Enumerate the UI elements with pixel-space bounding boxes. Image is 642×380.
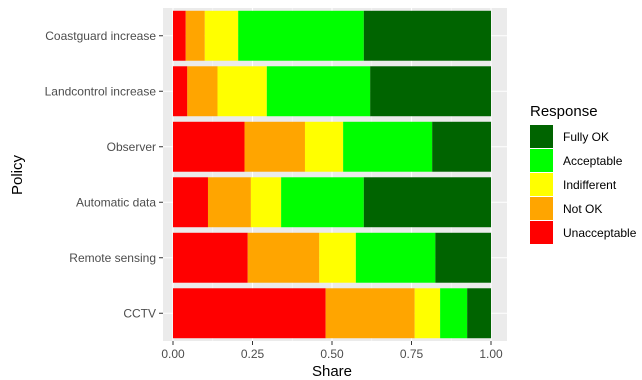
bar-segment <box>266 66 371 117</box>
bar-segment <box>281 177 364 228</box>
y-tick-label: Remote sensing <box>69 251 156 265</box>
bar-segment <box>173 66 188 117</box>
bar-segment <box>363 10 491 61</box>
legend-title: Response <box>530 103 598 120</box>
y-tick-label: Landcontrol increase <box>45 84 157 98</box>
y-axis-title: Policy <box>9 154 26 195</box>
legend-swatch <box>530 149 553 172</box>
x-axis-title: Share <box>312 363 352 380</box>
bar-segment <box>250 177 282 228</box>
legend-label: Indifferent <box>563 178 617 192</box>
legend-swatch <box>530 221 553 244</box>
x-tick-label: 0.00 <box>161 347 185 361</box>
legend-swatch <box>530 173 553 196</box>
bar-segment <box>244 121 305 172</box>
bar-segment <box>173 232 248 283</box>
legend-label: Not OK <box>563 202 602 216</box>
bar-segment <box>217 66 267 117</box>
y-tick-label: CCTV <box>123 306 156 320</box>
legend-label: Acceptable <box>563 154 623 168</box>
bar-segment <box>319 232 356 283</box>
x-tick-label: 0.50 <box>320 347 344 361</box>
bar-segment <box>440 288 468 339</box>
y-axis: Coastguard increase Landcontrol increase O… <box>45 29 163 320</box>
bar-segment <box>247 232 320 283</box>
bar-segment <box>325 288 415 339</box>
x-tick-label: 0.75 <box>400 347 424 361</box>
bar-segment <box>343 121 433 172</box>
y-tick-label: Automatic data <box>76 195 156 209</box>
legend-label: Unacceptable <box>563 226 637 240</box>
bar-segment <box>370 66 491 117</box>
bar-segment <box>435 232 491 283</box>
legend: Response Fully OK Acceptable Indifferent No… <box>530 103 637 244</box>
x-tick-label: 1.00 <box>479 347 503 361</box>
legend-swatch <box>530 197 553 220</box>
bar-segment <box>185 10 205 61</box>
bar-segment <box>304 121 344 172</box>
legend-swatch <box>530 125 553 148</box>
bar-segment <box>173 177 208 228</box>
bar-segment <box>187 66 218 117</box>
bar-segment <box>173 288 326 339</box>
bar-segment <box>207 177 251 228</box>
bar-segment <box>204 10 239 61</box>
bar-segment <box>238 10 364 61</box>
bar-segment <box>363 177 491 228</box>
bars <box>173 10 491 339</box>
y-tick-label: Coastguard increase <box>45 29 156 43</box>
bar-segment <box>414 288 441 339</box>
bar-segment <box>432 121 491 172</box>
plot-panel <box>163 8 507 341</box>
bar-segment <box>355 232 436 283</box>
legend-label: Fully OK <box>563 130 609 144</box>
x-tick-label: 0.25 <box>241 347 265 361</box>
bar-segment <box>467 288 491 339</box>
y-tick-label: Observer <box>107 140 156 154</box>
bar-segment <box>173 10 186 61</box>
x-axis: 0.00 0.25 0.50 0.75 1.00 <box>161 341 503 361</box>
bar-segment <box>173 121 245 172</box>
